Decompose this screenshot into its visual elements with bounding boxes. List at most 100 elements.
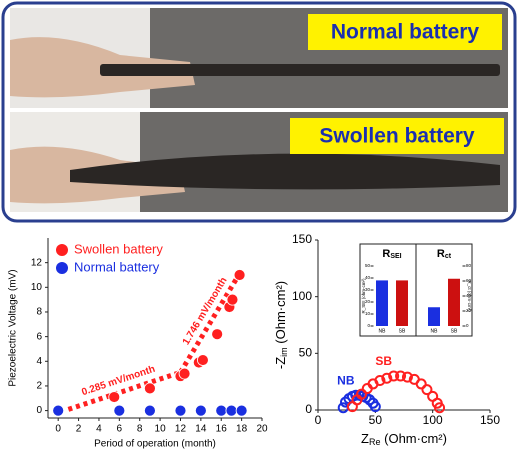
y-tick-label: 40 [466, 293, 472, 298]
x-tick-label: 8 [137, 424, 143, 435]
y-tick-label: 30 [365, 287, 371, 292]
data-point [233, 269, 246, 281]
data-point [415, 378, 427, 390]
x-tick-label: SB [451, 328, 458, 334]
x-tick-label: 20 [256, 424, 268, 435]
legend-marker [56, 244, 68, 256]
y-tick-label: 50 [365, 263, 371, 268]
data-point [337, 402, 349, 414]
data-point [374, 375, 386, 387]
text-part: R [382, 248, 390, 260]
x-tick-label: 4 [96, 424, 102, 435]
photo-label: Swollen battery [319, 125, 475, 148]
data-point [211, 328, 224, 341]
x-tick-label: NB [379, 328, 387, 334]
y-tick-label: 10 [31, 282, 43, 293]
data-point [194, 404, 207, 417]
data-point [225, 404, 238, 417]
y-tick-label: 20 [466, 308, 472, 313]
y-axis-label: Piezoelectric Voltage (mV) [8, 269, 19, 386]
data-point [174, 404, 187, 417]
bar [376, 280, 388, 326]
bar [396, 280, 408, 326]
y-tick-label: 2 [36, 381, 42, 392]
text-part: -Z [273, 357, 288, 369]
trend-line [67, 370, 182, 412]
x-tick-label: 50 [369, 413, 383, 427]
y-tick-label: 150 [292, 232, 312, 246]
y-axis-label: R_ct (ohm·cm²) [467, 280, 472, 312]
y-tick-label: 40 [365, 275, 371, 280]
panel-label: RSEI [382, 248, 401, 260]
x-tick-label: 0 [55, 424, 61, 435]
x-tick-label: 16 [216, 424, 228, 435]
data-point [144, 404, 156, 417]
data-point [196, 354, 209, 366]
battery-device [100, 64, 500, 76]
data-point [52, 404, 65, 417]
x-tick-label: 2 [76, 424, 82, 435]
y-tick-label: 8 [36, 307, 42, 318]
text-part: im [279, 347, 289, 357]
y-tick-label: 80 [466, 263, 472, 268]
data-point [113, 404, 126, 417]
data-point [215, 404, 228, 417]
y-tick-label: 0 [305, 402, 312, 416]
y-tick-label: 10 [365, 311, 371, 316]
data-point [434, 402, 446, 414]
y-axis-label: R_SEI (ohm·cm²) [361, 278, 366, 314]
panel-label: Rct [437, 248, 452, 260]
x-tick-label: 12 [175, 424, 187, 435]
text-part: R [437, 248, 445, 260]
series-label: SB [375, 354, 392, 368]
text-part: Z [361, 431, 369, 446]
x-tick-label: 150 [480, 413, 500, 427]
text-part: ct [445, 253, 452, 260]
y-axis-label: -Zim (Ohm·cm²) [273, 281, 289, 369]
data-point [388, 370, 400, 382]
y-tick-label: 0 [36, 405, 42, 416]
y-tick-label: 4 [36, 356, 42, 367]
legend-label: Normal battery [74, 259, 160, 274]
text-part: (Ohm·cm²) [273, 281, 288, 347]
x-tick-label: 6 [117, 424, 123, 435]
y-tick-label: 12 [31, 257, 43, 268]
x-tick-label: NB [431, 328, 439, 334]
bar [448, 278, 460, 326]
x-tick-label: SB [399, 328, 406, 334]
label-box [290, 118, 504, 154]
data-point [421, 384, 433, 396]
data-point [144, 382, 156, 395]
data-point [369, 401, 381, 413]
x-tick-label: 18 [236, 424, 248, 435]
x-tick-label: 100 [423, 413, 443, 427]
photo-panel: Normal battery Swollen battery [1, 1, 517, 223]
x-tick-label: 10 [155, 424, 167, 435]
y-tick-label: 50 [299, 346, 313, 360]
bar [428, 307, 440, 326]
battery-device [70, 153, 500, 190]
y-tick-label: 0 [466, 323, 469, 328]
series-label: NB [337, 373, 355, 387]
photo-label: Normal battery [331, 21, 480, 44]
data-point [395, 370, 407, 382]
x-axis-label: ZRe (Ohm·cm²) [361, 431, 447, 447]
trend-line [178, 268, 244, 374]
label-box [308, 14, 502, 50]
data-point [356, 388, 368, 400]
y-tick-label: 100 [292, 289, 312, 303]
charts: 0 2 4 6 8 10 12 14 16 18 20 0 2 4 6 8 10 12 Period of oper… [8, 232, 501, 449]
data-point [401, 371, 413, 383]
y-tick-label: 60 [466, 278, 472, 283]
x-axis-label: Period of operation (month) [94, 439, 216, 450]
data-point [226, 293, 239, 306]
text-part: (Ohm·cm²) [381, 431, 447, 446]
text-part: SEI [390, 253, 401, 260]
data-point [235, 404, 248, 417]
data-point [108, 391, 121, 403]
y-tick-label: 0 [367, 323, 370, 328]
x-tick-label: 0 [315, 413, 322, 427]
legend-label: Swollen battery [74, 241, 163, 256]
y-tick-label: 6 [36, 331, 42, 342]
